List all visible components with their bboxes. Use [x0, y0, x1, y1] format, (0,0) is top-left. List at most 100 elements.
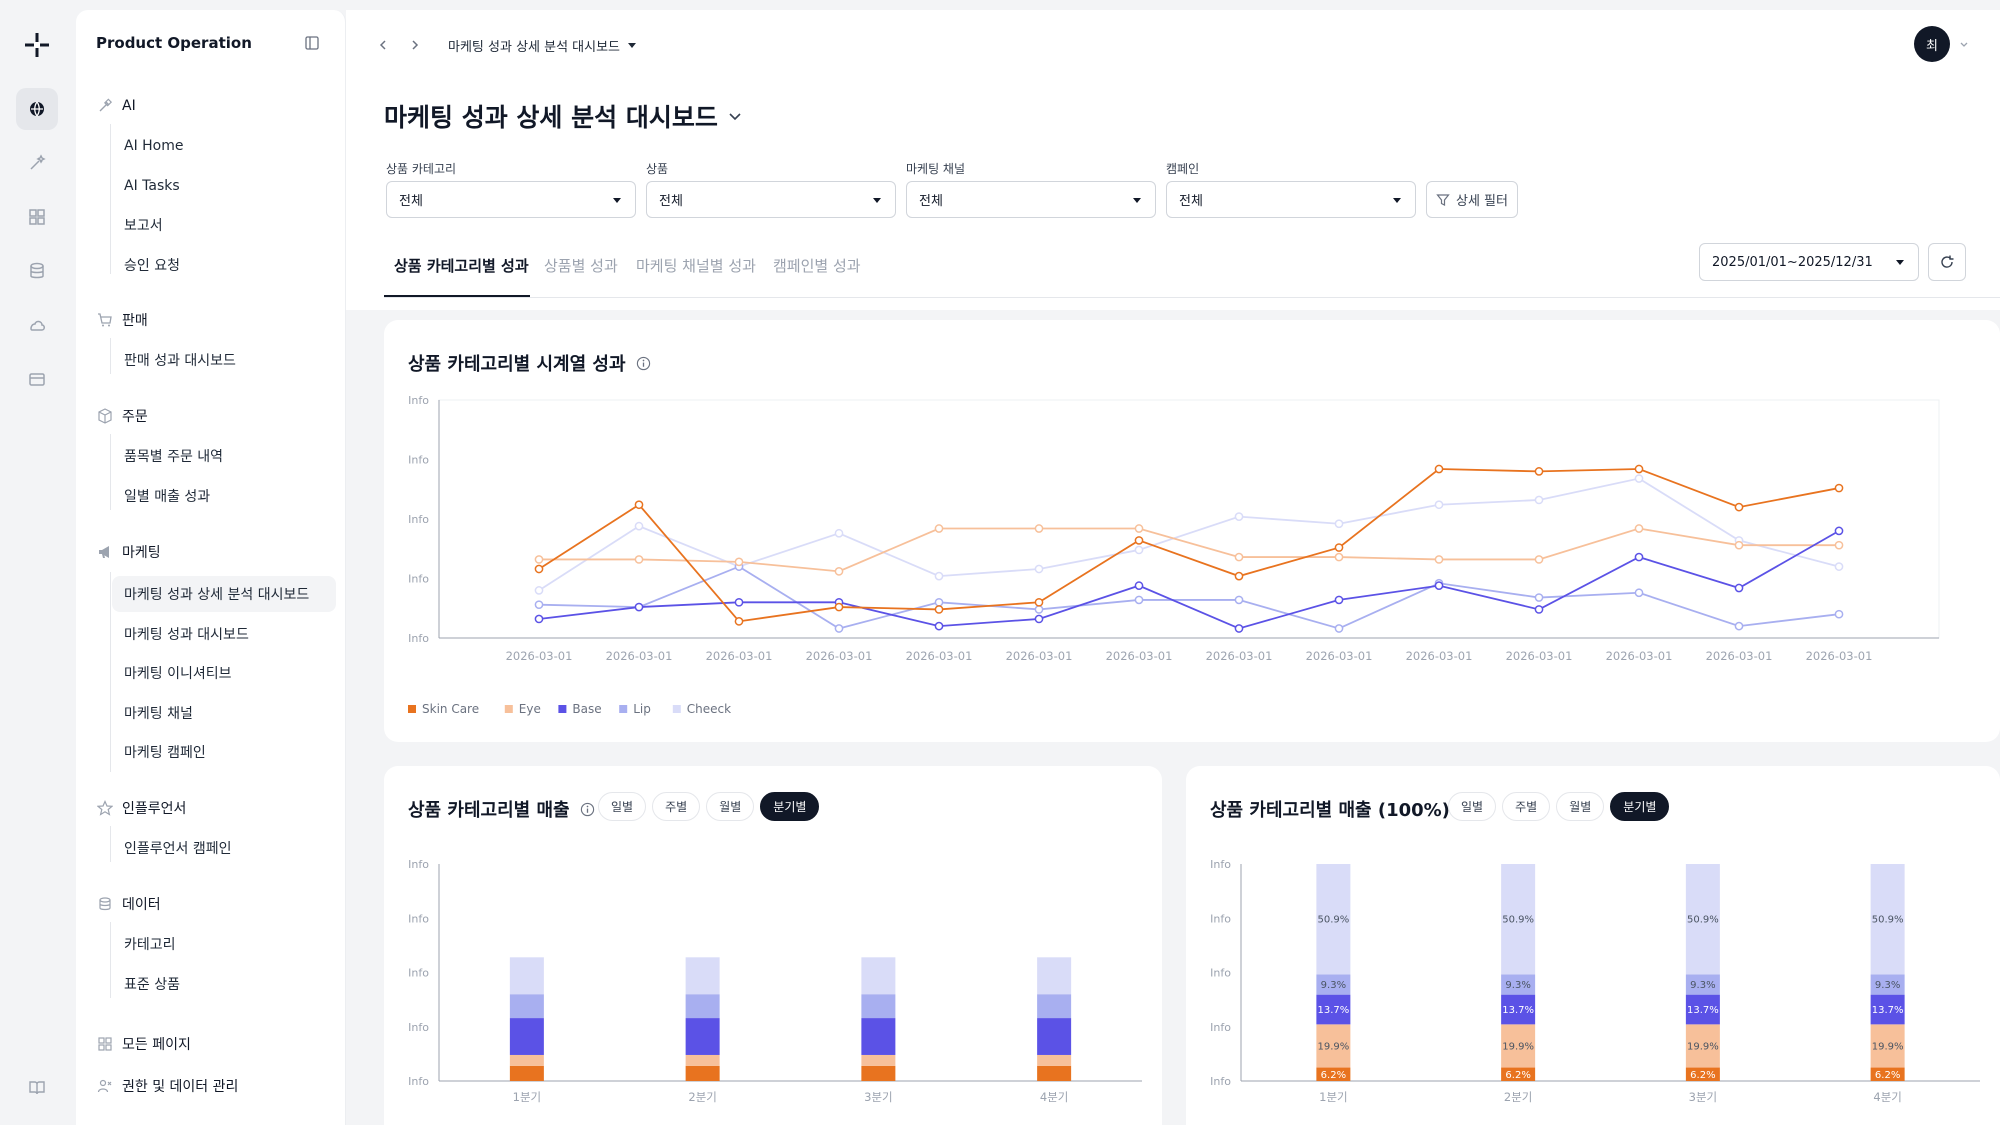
sidebar: Product Operation AI AI Home AI Tasks 보고… [76, 10, 346, 1125]
data-label: 50.9% [1317, 915, 1349, 926]
legend-label: Cheeck [687, 702, 731, 716]
brand-logo[interactable] [22, 30, 52, 60]
data-point [1334, 519, 1344, 529]
tab-campaign-performance[interactable]: 캠페인별 성과 [773, 257, 861, 275]
x-tick-label: 2026-03-01 [506, 649, 573, 663]
sidebar-section-orders[interactable]: 주문 [96, 404, 148, 428]
legend-swatch [504, 705, 513, 713]
sidebar-section-influencer[interactable]: 인플루언서 [96, 796, 186, 820]
info-icon[interactable] [636, 356, 651, 371]
bar-segment-cheeck [1685, 864, 1720, 975]
sidebar-item-marketing-campaign[interactable]: 마케팅 캠페인 [124, 745, 206, 761]
tab-channel-performance[interactable]: 마케팅 채널별 성과 [636, 257, 756, 275]
sidebar-item-marketing-dashboard[interactable]: 마케팅 성과 대시보드 [124, 627, 249, 643]
database-icon[interactable] [16, 250, 58, 292]
stacked-bar-card: 상품 카테고리별 매출 일별 주별 월별 분기별 Info Info Info Inf… [384, 766, 1162, 1125]
sidebar-item-standard-product[interactable]: 표준 상품 [124, 977, 180, 993]
tab-category-performance[interactable]: 상품 카테고리별 성과 [394, 257, 529, 275]
refresh-button[interactable] [1928, 243, 1966, 281]
forward-icon[interactable] [404, 34, 426, 56]
sidebar-item-marketing-detail-dashboard[interactable]: 마케팅 성과 상세 분석 대시보드 [112, 576, 336, 612]
data-point [1634, 588, 1644, 598]
page-title[interactable]: 마케팅 성과 상세 분석 대시보드 [384, 98, 744, 134]
data-point [1134, 581, 1144, 590]
sidebar-section-sales[interactable]: 판매 [96, 308, 148, 332]
filter-campaign-select[interactable]: 전체 [1166, 181, 1416, 218]
period-weekly-button[interactable]: 주별 [652, 792, 701, 821]
sidebar-item-ai-tasks[interactable]: AI Tasks [124, 178, 180, 194]
period-quarterly-button[interactable]: 분기별 [1610, 792, 1670, 821]
avatar[interactable]: 최 [1914, 26, 1950, 62]
sidebar-item-approvals[interactable]: 승인 요청 [124, 258, 180, 274]
sidebar-section-marketing[interactable]: 마케팅 [96, 540, 161, 564]
period-daily-button[interactable]: 일별 [598, 792, 647, 821]
caret-down-icon [1133, 198, 1141, 203]
sidebar-toggle-icon[interactable] [304, 35, 320, 51]
globe-icon[interactable] [16, 88, 58, 130]
date-range-picker[interactable]: 2025/01/01~2025/12/31 [1699, 243, 1919, 281]
workspace-name[interactable]: Product Operation [96, 34, 252, 52]
breadcrumb[interactable]: 마케팅 성과 상세 분석 대시보드 [448, 36, 637, 55]
tab-product-performance[interactable]: 상품별 성과 [544, 257, 618, 275]
tabs-divider [384, 297, 2000, 298]
grid-icon[interactable] [16, 196, 58, 238]
back-icon[interactable] [372, 34, 394, 56]
bar-segment-eye [685, 1054, 720, 1066]
caret-down-icon [873, 198, 881, 203]
info-icon[interactable] [580, 802, 595, 817]
bar-segment-lip [685, 994, 720, 1019]
period-monthly-button[interactable]: 월별 [1556, 792, 1605, 821]
bar-segment-eye [1316, 1024, 1351, 1068]
bar-segment-skin-care [685, 1065, 720, 1081]
bar-segment-cheeck [1501, 864, 1536, 975]
sidebar-item-category[interactable]: 카테고리 [124, 937, 176, 953]
filter-label-channel: 마케팅 채널 [906, 162, 966, 176]
period-monthly-button[interactable]: 월별 [706, 792, 755, 821]
sidebar-item-influencer-campaign[interactable]: 인플루언서 캠페인 [124, 841, 232, 857]
sidebar-item-item-orders[interactable]: 품목별 주문 내역 [124, 449, 224, 465]
ai-wand-icon[interactable] [16, 142, 58, 184]
book-icon[interactable] [16, 1067, 58, 1109]
cloud-icon[interactable] [16, 304, 58, 346]
bar-segment-eye [1870, 1024, 1905, 1068]
data-label: 13.7% [1687, 1005, 1719, 1016]
select-value: 전체 [919, 194, 943, 209]
period-daily-button[interactable]: 일별 [1448, 792, 1497, 821]
data-point [1534, 467, 1544, 476]
data-point [534, 600, 544, 610]
chevron-down-icon[interactable] [1958, 38, 1970, 50]
period-quarterly-button[interactable]: 분기별 [760, 792, 820, 821]
data-point [534, 555, 544, 564]
data-point [634, 602, 644, 612]
sidebar-item-ai-home[interactable]: AI Home [124, 138, 184, 154]
data-point [734, 557, 744, 567]
period-weekly-button[interactable]: 주별 [1502, 792, 1551, 821]
data-point [1134, 545, 1144, 555]
sidebar-all-pages[interactable]: 모든 페이지 [96, 1032, 191, 1056]
sidebar-item-marketing-channel[interactable]: 마케팅 채널 [124, 706, 193, 722]
sidebar-section-data[interactable]: 데이터 [96, 892, 161, 916]
x-tick-label: 2026-03-01 [1406, 649, 1473, 663]
sidebar-item-daily-sales[interactable]: 일별 매출 성과 [124, 489, 211, 505]
legend-label: Eye [519, 702, 541, 716]
sidebar-item-sales-dashboard[interactable]: 판매 성과 대시보드 [124, 353, 236, 369]
line-chart-title: 상품 카테고리별 시계열 성과 [408, 350, 651, 376]
filter-product-select[interactable]: 전체 [646, 181, 896, 218]
bar-segment-lip [1870, 974, 1905, 995]
percent-bar-chart: Info Info Info Info Info 6.2% 19.9% 13.7% 9.3% 50… [1210, 858, 1980, 1104]
bar-segment-lip [509, 994, 544, 1019]
data-point [1834, 540, 1844, 550]
sidebar-permissions[interactable]: 권한 및 데이터 관리 [96, 1074, 238, 1098]
y-tick-label: Info [408, 1021, 429, 1034]
bar-segment-eye [509, 1054, 544, 1066]
sidebar-item-marketing-initiative[interactable]: 마케팅 이니셔티브 [124, 666, 232, 682]
data-point [1234, 571, 1244, 581]
tab-active-indicator [384, 295, 530, 297]
sidebar-item-reports[interactable]: 보고서 [124, 218, 163, 234]
card-icon[interactable] [16, 358, 58, 400]
sidebar-section-ai[interactable]: AI [96, 94, 136, 118]
filter-category-select[interactable]: 전체 [386, 181, 636, 218]
filter-channel-select[interactable]: 전체 [906, 181, 1156, 218]
detail-filter-button[interactable]: 상세 필터 [1426, 181, 1518, 218]
caret-down-icon [613, 198, 621, 203]
